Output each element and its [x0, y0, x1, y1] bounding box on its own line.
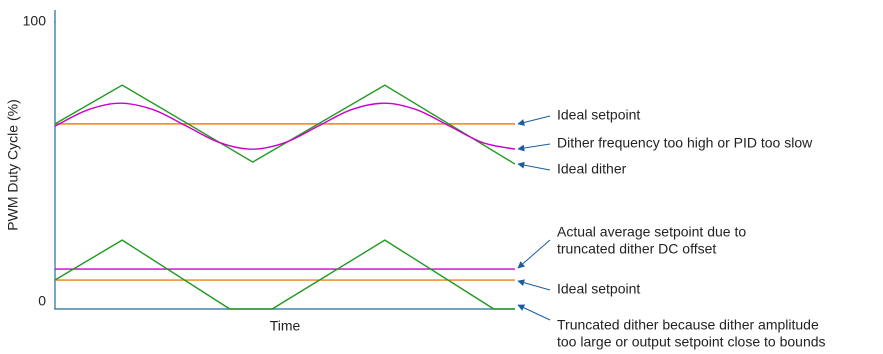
- annotation-text: too large or output setpoint close to bo…: [557, 334, 826, 350]
- annotation-text: Dither frequency too high or PID too slo…: [557, 135, 813, 151]
- data-line: [54, 102, 516, 150]
- annotation-text: Actual average setpoint due to: [557, 224, 746, 240]
- y-axis-label: PWM Duty Cycle (%): [5, 99, 21, 230]
- annotation-text: truncated dither DC offset: [557, 241, 716, 257]
- annotation-arrow: [517, 143, 551, 152]
- annotation-arrow: [517, 161, 551, 171]
- annotation-arrow: [517, 239, 551, 269]
- annotation-text: Ideal dither: [557, 161, 627, 177]
- annotation-text: Ideal setpoint: [557, 107, 640, 123]
- x-axis-label: Time: [270, 318, 301, 334]
- annotation-arrow: [517, 304, 551, 321]
- data-line: [54, 84, 516, 165]
- y-tick-label: 0: [38, 293, 46, 309]
- y-tick-label: 100: [23, 13, 47, 29]
- annotation-arrow: [517, 279, 551, 291]
- data-line: [54, 239, 515, 310]
- annotation-text: Truncated dither because dither amplitud…: [557, 317, 819, 333]
- annotation-arrow: [517, 115, 551, 126]
- annotation-text: Ideal setpoint: [557, 281, 640, 297]
